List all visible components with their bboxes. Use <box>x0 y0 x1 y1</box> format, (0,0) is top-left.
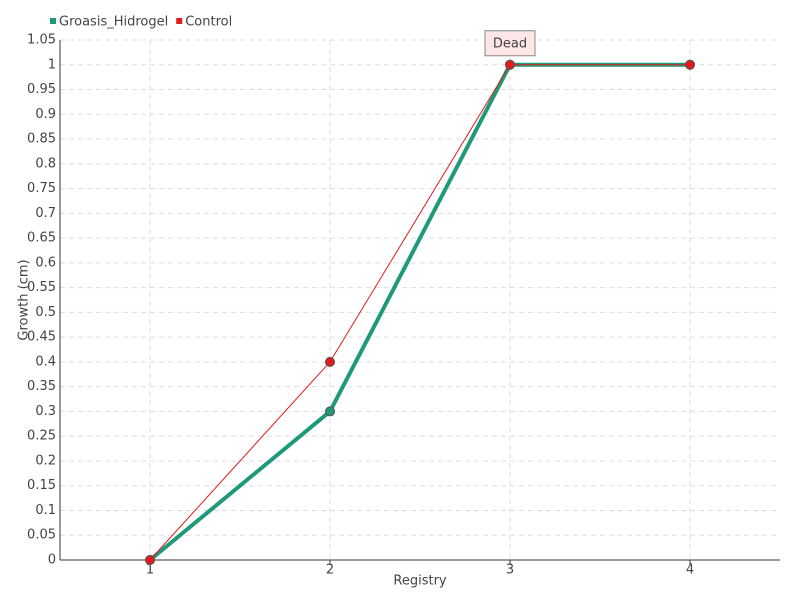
y-tick-label: 0.75 <box>27 181 56 196</box>
y-tick-label: 0.3 <box>35 404 56 419</box>
y-tick-label: 0.4 <box>35 354 56 369</box>
x-tick-label: 1 <box>146 563 154 578</box>
y-tick-label: 0.55 <box>27 280 56 295</box>
y-axis-label: Growth (cm) <box>17 259 32 340</box>
y-tick-label: 0.15 <box>27 478 56 493</box>
legend-swatch <box>50 18 56 24</box>
y-tick-label: 1 <box>48 57 56 72</box>
y-tick-label: 0.1 <box>35 503 56 518</box>
y-tick-label: 0.35 <box>27 379 56 394</box>
point <box>505 59 515 70</box>
annotation-box <box>484 30 536 57</box>
legend-label: Groasis_Hidrogel <box>59 15 168 30</box>
y-tick-label: 0.95 <box>27 82 56 97</box>
y-tick-label: 1.05 <box>27 33 56 48</box>
point <box>325 406 335 417</box>
y-tick-label: 0.45 <box>27 330 56 345</box>
y-tick-label: 0.5 <box>35 305 56 320</box>
legend-swatch <box>176 18 183 24</box>
y-tick-label: 0.9 <box>35 107 56 122</box>
point <box>145 555 155 565</box>
y-tick-label: 0.8 <box>35 156 56 171</box>
x-tick-label: 2 <box>326 563 334 578</box>
y-tick-label: 0.05 <box>27 528 56 543</box>
x-axis-label: Registry <box>393 574 447 589</box>
y-tick-label: 0.65 <box>27 231 56 246</box>
annotation-label: Dead <box>493 36 527 51</box>
y-tick-label: 0.7 <box>35 206 56 221</box>
y-tick-label: 0.25 <box>27 429 56 444</box>
x-tick-label: 4 <box>686 563 694 578</box>
y-tick-label: 0.6 <box>35 255 56 270</box>
point <box>685 59 695 70</box>
x-tick-label: 3 <box>506 563 514 578</box>
y-tick-label: 0.2 <box>35 453 56 468</box>
series-line <box>149 64 690 561</box>
y-tick-label: 0 <box>48 553 56 568</box>
legend-label: Control <box>185 15 232 30</box>
y-tick-label: 0.85 <box>27 132 56 147</box>
point <box>325 356 335 367</box>
